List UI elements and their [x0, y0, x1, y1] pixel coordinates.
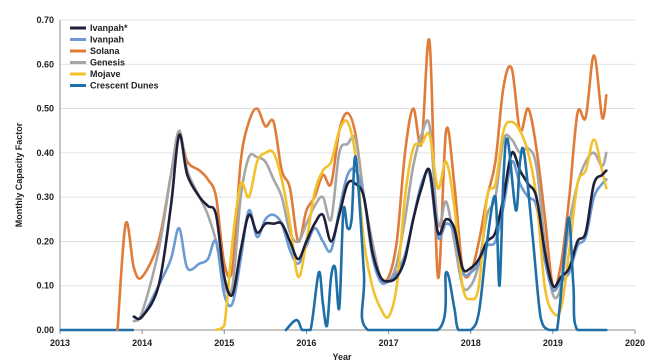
y-tick-label: 0.50 — [36, 104, 54, 114]
y-axis-label: Monthly Capacity Factor — [14, 122, 24, 227]
x-tick-label: 2017 — [379, 338, 399, 348]
y-tick-label: 0.10 — [36, 281, 54, 291]
legend-label: Genesis — [90, 58, 125, 68]
y-tick-label: 0.00 — [36, 325, 54, 335]
y-tick-label: 0.20 — [36, 236, 54, 246]
x-axis-label: Year — [332, 352, 352, 362]
legend-label: Ivanpah* — [90, 23, 128, 33]
y-tick-label: 0.60 — [36, 59, 54, 69]
x-tick-label: 2016 — [296, 338, 316, 348]
y-tick-label: 0.40 — [36, 148, 54, 158]
x-tick-label: 2018 — [461, 338, 481, 348]
x-tick-label: 2020 — [625, 338, 645, 348]
legend-label: Mojave — [90, 69, 121, 79]
legend-label: Ivanpah — [90, 35, 124, 45]
legend-label: Solana — [90, 46, 121, 56]
y-tick-label: 0.70 — [36, 15, 54, 25]
x-tick-label: 2015 — [214, 338, 234, 348]
x-tick-label: 2014 — [132, 338, 152, 348]
y-tick-label: 0.30 — [36, 192, 54, 202]
x-tick-label: 2013 — [50, 338, 70, 348]
legend-label: Crescent Dunes — [90, 81, 159, 91]
x-tick-label: 2019 — [543, 338, 563, 348]
